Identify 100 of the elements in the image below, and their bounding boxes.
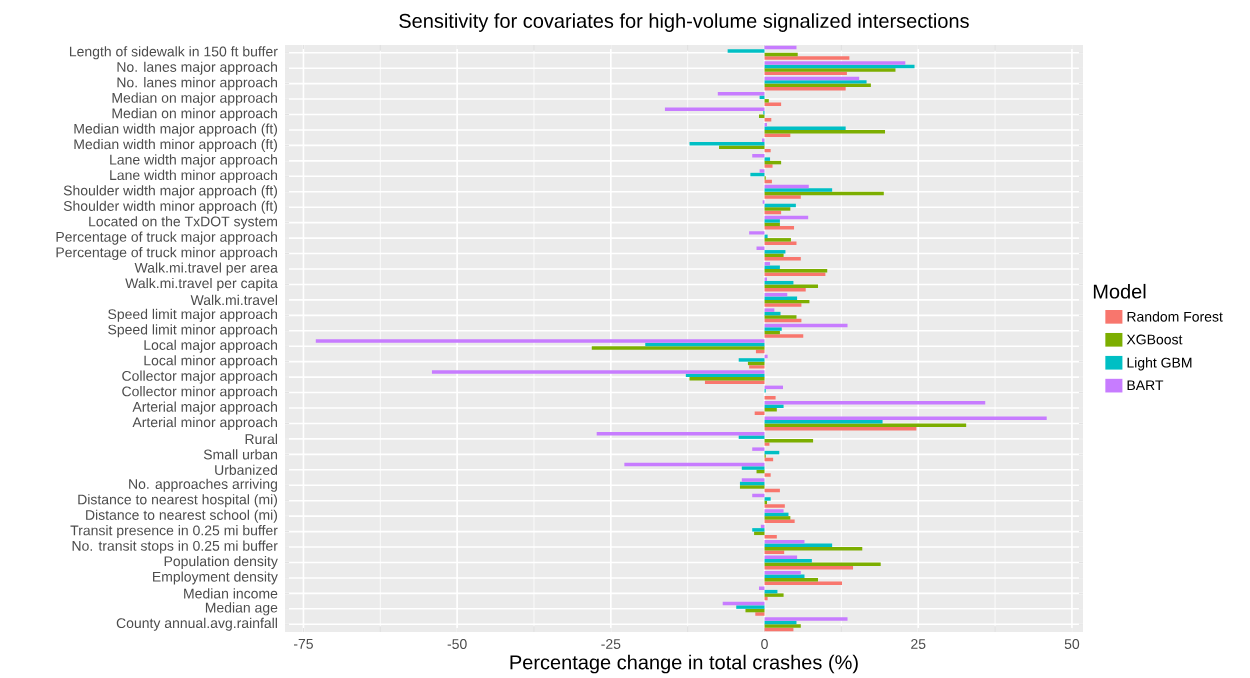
bar: [764, 262, 771, 266]
bar: [764, 401, 986, 405]
bar: [717, 92, 765, 96]
y-tick-label: Population density: [164, 555, 278, 570]
bar: [764, 157, 771, 161]
bar: [764, 540, 805, 544]
y-tick-label: Distance to nearest hospital (mi): [78, 494, 278, 508]
bar: [764, 624, 801, 628]
bar: [764, 61, 906, 65]
bar: [764, 396, 776, 400]
y-tick-label: No. lanes minor approach: [117, 77, 277, 91]
bar: [764, 581, 842, 585]
bar: [764, 509, 784, 513]
y-tick-label: County annual.avg.rainfall: [116, 617, 277, 631]
bar: [764, 442, 770, 446]
y-tick-label: Speed limit major approach: [108, 308, 277, 322]
bar: [752, 493, 765, 498]
y-tick-label: No. approaches arriving: [129, 478, 277, 492]
y-tick-label: Arterial minor approach: [132, 416, 277, 430]
bar: [764, 164, 773, 168]
bar: [764, 219, 780, 223]
y-tick-label: Length of sidewalk in 150 ft buffer: [69, 46, 278, 60]
bar: [764, 56, 850, 60]
y-tick-label: Local major approach: [144, 339, 277, 353]
bar: [315, 339, 765, 343]
bar: [755, 612, 765, 616]
legend-label: XGBoost: [1126, 334, 1183, 345]
bar: [754, 411, 765, 415]
bar: [719, 145, 765, 149]
bar: [764, 327, 782, 331]
bar: [764, 423, 967, 427]
y-tick-label: Local minor approach: [144, 355, 277, 369]
y-tick-label: Employment density: [153, 571, 278, 585]
y-tick-label: Collector major approach: [122, 370, 277, 384]
bar: [752, 447, 765, 451]
y-tick-label: No. transit stops in 0.25 mi buffer: [72, 540, 278, 554]
y-tick-label: Collector minor approach: [122, 386, 277, 400]
bar: [752, 153, 765, 158]
bar: [762, 138, 765, 142]
bar: [591, 346, 765, 350]
x-tick-label: 0: [761, 639, 768, 649]
bar: [764, 296, 798, 300]
y-tick-label: Rural: [245, 433, 277, 445]
x-tick-label: -50: [447, 639, 467, 649]
bar: [431, 370, 765, 374]
y-tick-label: Lane width major approach: [110, 154, 277, 168]
bar: [764, 303, 802, 307]
y-tick-label: Median width major approach (ft): [74, 123, 278, 137]
legend-title: Model: [1093, 283, 1146, 299]
y-tick-label: Median width minor approach (ft): [74, 138, 278, 152]
y-tick-label: Walk.mi.travel: [190, 294, 277, 306]
bar: [739, 485, 765, 489]
bar: [738, 358, 765, 362]
bar: [764, 504, 785, 508]
legend-label: Random Forest: [1127, 311, 1223, 322]
bar: [758, 114, 765, 118]
bar: [736, 605, 765, 609]
bar: [764, 547, 863, 551]
legend-label: BART: [1127, 380, 1164, 391]
bar: [759, 169, 765, 173]
bar: [764, 574, 805, 578]
bar: [764, 207, 791, 211]
bar: [750, 172, 765, 177]
x-tick-label: -25: [601, 639, 621, 649]
x-tick-label: 50: [1064, 639, 1080, 649]
y-tick-label: Located on the TxDOT system: [89, 216, 277, 230]
bar: [738, 435, 765, 439]
bar: [749, 231, 765, 235]
y-tick-label: Walk.mi.travel per capita: [125, 277, 278, 291]
y-tick-label: Arterial major approach: [132, 401, 277, 415]
y-tick-label: Shoulder width major approach (ft): [63, 185, 278, 199]
bar: [764, 188, 833, 192]
bar: [755, 349, 765, 354]
bar: [749, 365, 765, 369]
y-tick-label: Median income: [184, 588, 278, 599]
bar: [741, 466, 765, 470]
y-tick-label: No. lanes major approach: [117, 61, 277, 75]
bar: [764, 226, 795, 230]
y-tick-label: Urbanized: [215, 464, 277, 475]
bar: [741, 478, 765, 482]
bar: [764, 68, 896, 72]
bar: [764, 308, 775, 312]
bar: [764, 238, 791, 242]
y-tick-label: Percentage of truck minor approach: [56, 247, 277, 261]
bar: [689, 377, 765, 381]
bar: [764, 99, 769, 103]
bar: [764, 473, 771, 477]
chart-title: Sensitivity for covariates for high-volume signalized intersections: [399, 13, 969, 32]
bar: [764, 195, 801, 199]
y-tick-label: Median age: [205, 602, 278, 616]
bar: [758, 586, 765, 590]
y-tick-label: Speed limit minor approach: [108, 324, 277, 338]
bar: [754, 531, 765, 536]
x-tick-label: -75: [293, 639, 313, 649]
y-tick-label: Transit presence in 0.25 mi buffer: [70, 525, 278, 539]
y-tick-label: Small urban: [203, 449, 277, 460]
bar: [764, 126, 846, 130]
bar: [764, 133, 791, 137]
x-tick-label: 25: [911, 639, 926, 649]
y-tick-label: Percentage of truck major approach: [56, 231, 277, 245]
